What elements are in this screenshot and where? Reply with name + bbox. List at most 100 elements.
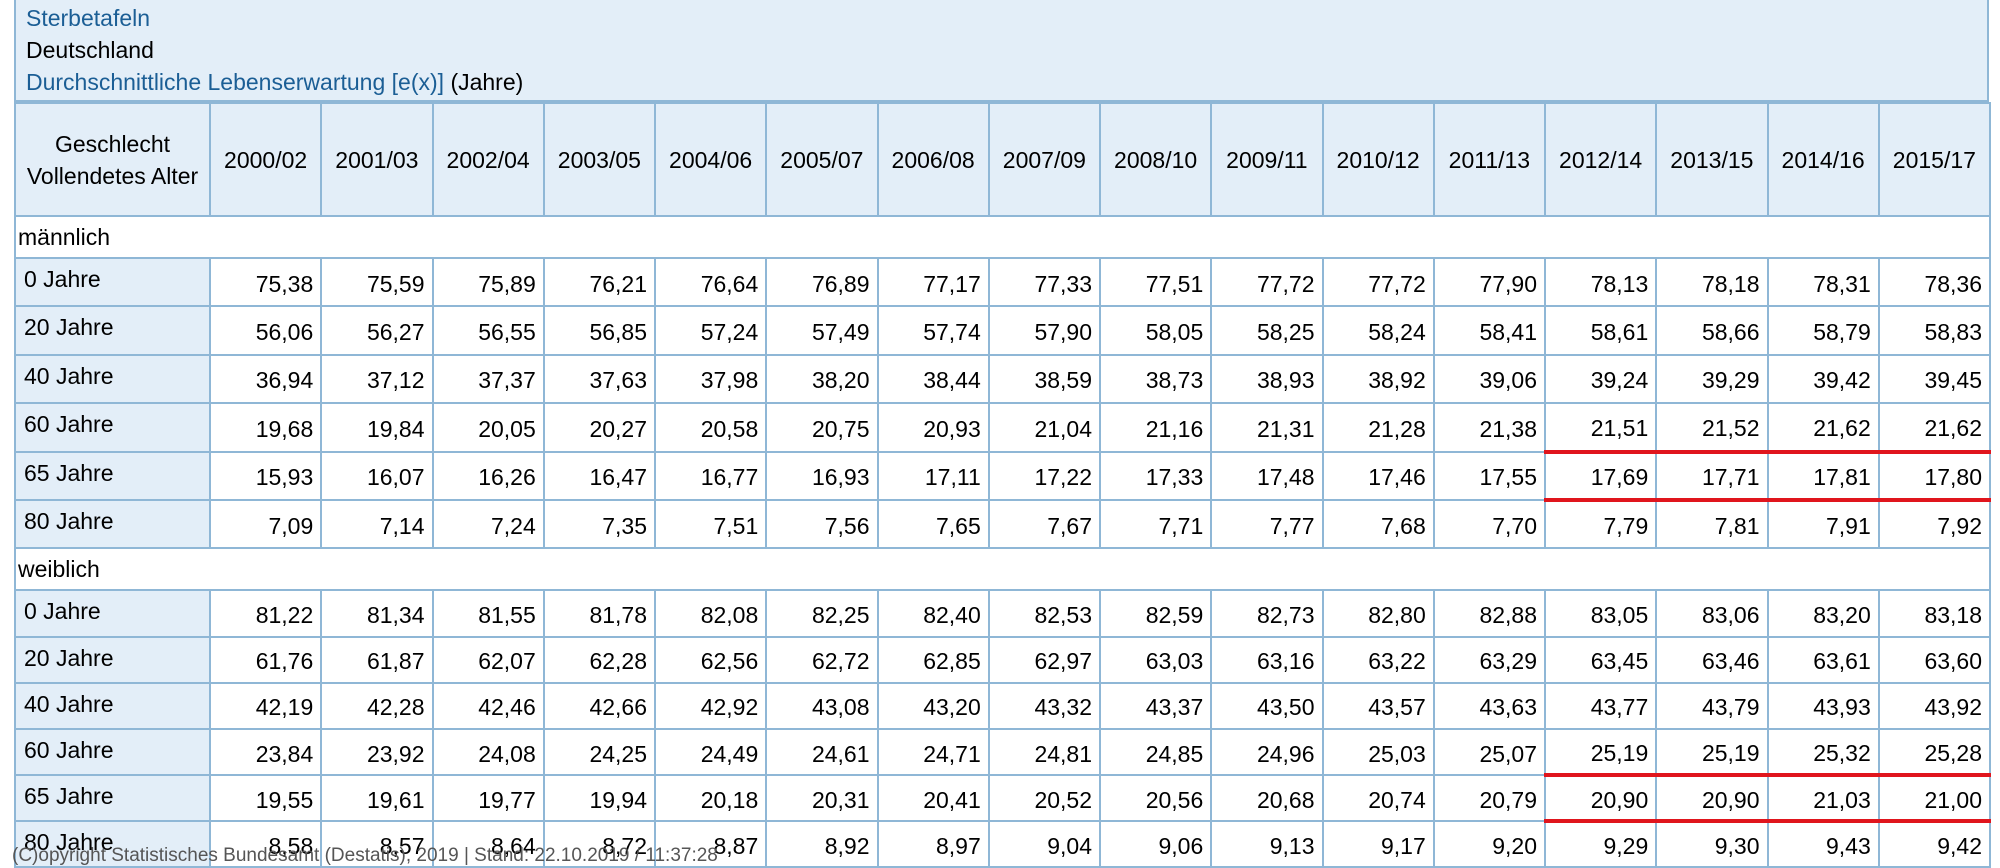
value-cell: 9,30 (1655, 820, 1769, 868)
value-cell: 43,79 (1655, 681, 1769, 730)
corner-header: Geschlecht Vollendetes Alter (14, 102, 211, 217)
value-cell: 63,16 (1210, 635, 1324, 684)
value-cell: 19,77 (431, 774, 545, 823)
value-cell: 43,93 (1766, 681, 1880, 730)
corner-age-label: Vollendetes Alter (26, 162, 199, 189)
value-cell: 43,50 (1210, 681, 1324, 730)
period-header: 2015/17 (1877, 102, 1992, 217)
value-cell: 82,40 (876, 589, 990, 638)
value-cell: 63,46 (1655, 635, 1769, 684)
value-cell: 20,52 (987, 774, 1102, 823)
value-cell: 43,08 (765, 681, 879, 730)
value-cell: 16,47 (542, 450, 657, 501)
value-cell: 7,81 (1655, 498, 1769, 550)
value-cell: 37,63 (542, 353, 657, 405)
table-row: 60 Jahre 23,84 23,92 24,08 24,25 24,49 24,61 24… (14, 727, 1992, 777)
period-header: 2013/15 (1655, 102, 1769, 217)
value-cell: 75,89 (431, 256, 545, 308)
value-cell: 19,55 (208, 774, 323, 823)
sterbetafeln-link[interactable]: Sterbetafeln (26, 5, 151, 31)
group-row: weiblich (14, 547, 1991, 592)
value-cell: 62,56 (653, 635, 768, 684)
value-cell: 25,03 (1321, 727, 1435, 777)
value-cell: 81,22 (208, 589, 323, 638)
value-cell: 20,18 (653, 774, 768, 823)
region-label: Deutschland (26, 37, 154, 63)
value-cell: 58,25 (1210, 305, 1324, 356)
table-row: 80 Jahre 7,09 7,14 7,24 7,35 7,51 7,56 7,65 7,67… (14, 498, 1992, 550)
value-cell: 17,46 (1321, 450, 1435, 501)
value-cell: 20,90 (1543, 773, 1658, 824)
value-cell: 75,38 (208, 256, 323, 308)
value-cell: 21,04 (987, 402, 1102, 453)
value-cell: 9,04 (987, 820, 1102, 868)
value-cell: 43,32 (987, 681, 1102, 730)
age-label: 20 Jahre (14, 305, 211, 356)
value-cell: 57,90 (987, 305, 1102, 356)
value-cell: 17,81 (1766, 449, 1880, 502)
value-cell: 7,68 (1321, 498, 1435, 550)
value-cell: 43,37 (1098, 681, 1213, 730)
value-cell: 20,90 (1655, 773, 1769, 824)
value-cell: 20,31 (765, 774, 879, 823)
value-cell: 24,49 (653, 727, 768, 777)
value-cell: 21,03 (1766, 773, 1880, 824)
value-cell: 20,05 (431, 402, 545, 453)
value-cell: 56,27 (320, 305, 434, 356)
value-cell: 38,44 (876, 353, 990, 405)
table-row: 60 Jahre 19,68 19,84 20,05 20,27 20,58 20,75 20… (14, 402, 1992, 453)
value-cell: 7,70 (1432, 498, 1547, 550)
value-cell: 81,78 (542, 589, 657, 638)
age-label: 0 Jahre (14, 589, 211, 638)
value-cell: 19,61 (320, 774, 434, 823)
value-cell: 7,51 (653, 498, 768, 550)
value-cell: 39,29 (1655, 353, 1769, 405)
value-cell: 76,21 (542, 256, 657, 308)
value-cell: 16,26 (431, 450, 545, 501)
value-cell: 25,28 (1877, 727, 1992, 777)
value-cell: 42,46 (431, 681, 545, 730)
value-cell: 9,43 (1766, 820, 1880, 868)
value-cell: 24,96 (1210, 727, 1324, 777)
copyright-footer: (C)opyright Statistisches Bundesamt (Des… (12, 845, 718, 866)
value-cell: 20,79 (1432, 774, 1547, 823)
value-cell: 38,93 (1210, 353, 1324, 405)
value-cell: 24,61 (765, 727, 879, 777)
age-label: 60 Jahre (14, 402, 211, 453)
value-cell: 63,60 (1877, 635, 1992, 684)
measure-link[interactable]: Durchschnittliche Lebenserwartung [e(x)] (26, 69, 445, 95)
age-label: 65 Jahre (14, 450, 211, 501)
value-cell: 23,84 (208, 727, 323, 777)
value-cell: 78,31 (1766, 256, 1880, 308)
value-cell: 7,67 (987, 498, 1102, 550)
value-cell: 15,93 (208, 450, 323, 501)
value-cell: 38,20 (765, 353, 879, 405)
table-row: 40 Jahre 36,94 37,12 37,37 37,63 37,98 38,20 38… (14, 353, 1992, 405)
value-cell: 21,28 (1321, 402, 1435, 453)
value-cell: 39,45 (1877, 353, 1992, 405)
value-cell: 58,83 (1877, 305, 1992, 356)
life-expectancy-table: Geschlecht Vollendetes Alter 2000/02 2001… (14, 102, 1992, 868)
value-cell: 57,74 (876, 305, 990, 356)
value-cell: 23,92 (320, 727, 434, 777)
value-cell: 8,87 (653, 820, 768, 868)
table-row: 65 Jahre 19,55 19,61 19,77 19,94 20,18 20,31 20… (14, 773, 1992, 824)
value-cell: 20,41 (876, 774, 990, 823)
value-cell: 77,72 (1321, 256, 1435, 308)
table-row: 80 Jahre 8,58 8,57 8,64 8,72 8,87 8,92 8,97 9,04… (14, 820, 1992, 868)
age-label: 40 Jahre (14, 353, 211, 405)
value-cell: 9,17 (1321, 820, 1435, 868)
value-cell: 7,71 (1098, 498, 1213, 550)
value-cell: 57,49 (765, 305, 879, 356)
period-header: 2011/13 (1432, 102, 1547, 217)
value-cell: 43,92 (1877, 681, 1992, 730)
value-cell: 21,00 (1877, 773, 1992, 824)
value-cell: 63,29 (1432, 635, 1547, 684)
value-cell: 7,92 (1877, 498, 1992, 550)
value-cell: 58,61 (1543, 305, 1658, 356)
value-cell: 19,84 (320, 402, 434, 453)
value-cell: 21,52 (1655, 402, 1769, 453)
value-cell: 21,31 (1210, 402, 1324, 453)
value-cell: 17,48 (1210, 450, 1324, 501)
value-cell: 77,33 (987, 256, 1102, 308)
